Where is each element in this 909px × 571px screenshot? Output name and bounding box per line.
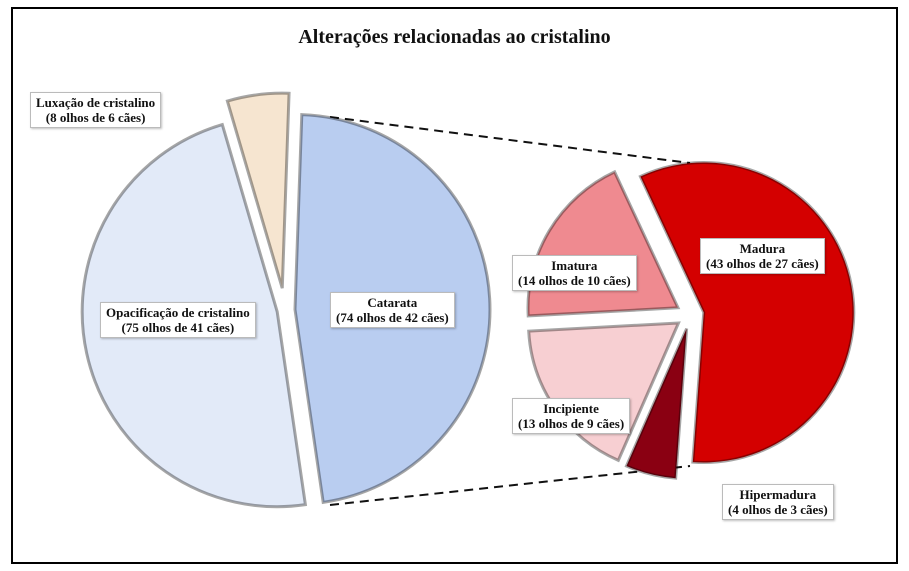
value-label: (8 olhos de 6 cães) [45, 110, 146, 125]
value-label: (74 olhos de 42 cães) [336, 310, 449, 325]
category-label: Hipermadura [739, 487, 817, 502]
pies [80, 91, 856, 509]
value-label: (75 olhos de 41 cães) [121, 320, 235, 335]
pie-slice [624, 327, 689, 480]
category-label: Opacificação de cristalino [106, 305, 250, 320]
pie-slice [225, 91, 291, 289]
slice-label: Hipermadura (4 olhos de 3 cães) [722, 484, 834, 520]
value-label: (14 olhos de 10 cães) [518, 273, 631, 288]
pie-slice [638, 161, 856, 464]
value-label: (43 olhos de 27 cães) [706, 256, 819, 271]
connector [329, 116, 691, 164]
category-label: Imatura [551, 258, 598, 273]
slice-label: Incipiente (13 olhos de 9 cães) [512, 398, 631, 434]
slice-label: Madura (43 olhos de 27 cães) [700, 238, 825, 274]
frame [11, 7, 898, 564]
chart-title: Alterações relacionadas ao cristalino [298, 26, 611, 48]
category-label: Madura [739, 241, 786, 256]
value-label: (4 olhos de 3 cães) [728, 502, 828, 517]
category-label: Catarata [367, 295, 418, 310]
category-label: Luxação de cristalino [36, 95, 156, 110]
connector [329, 465, 691, 506]
slice-label: Imatura (14 olhos de 10 cães) [512, 255, 637, 291]
value-label: (13 olhos de 9 cães) [518, 416, 625, 431]
category-label: Incipiente [543, 401, 599, 416]
slice-label: Opacificação de cristalino (75 olhos de 4… [100, 302, 256, 338]
slice-label: Luxação de cristalino (8 olhos de 6 cães) [30, 92, 162, 128]
slice-label: Catarata (74 olhos de 42 cães) [330, 292, 455, 328]
